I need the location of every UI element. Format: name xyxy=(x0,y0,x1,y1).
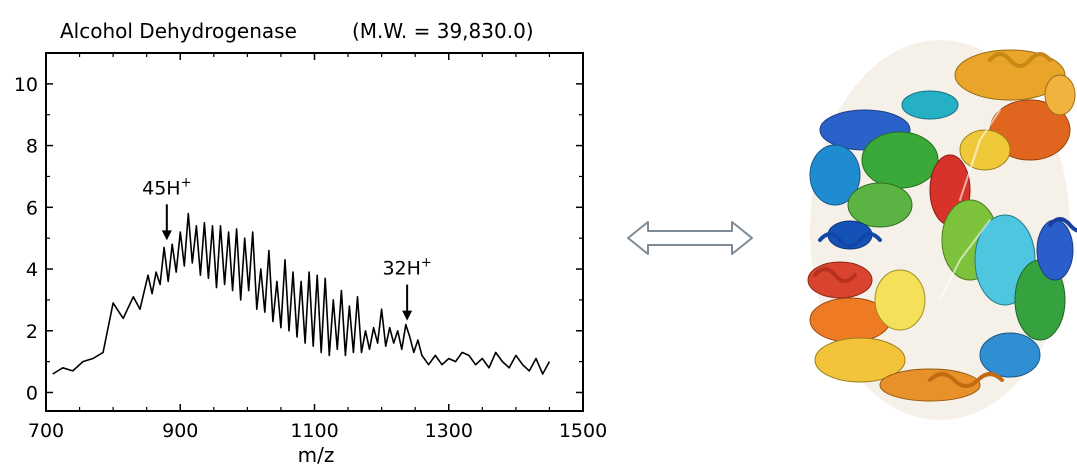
x-tick-label: 1500 xyxy=(559,420,607,442)
x-tick-label: 900 xyxy=(162,420,198,442)
spectrum-line xyxy=(52,212,551,375)
chart-title: Alcohol Dehydrogenase xyxy=(60,19,297,43)
annotations-group: 45H+32H+ xyxy=(142,175,432,321)
spectrum-chart: Alcohol Dehydrogenase (M.W. = 39,830.0) … xyxy=(14,19,607,467)
double-arrow-icon xyxy=(627,221,753,255)
annotation-label-superscript: + xyxy=(421,256,432,271)
annotation-label: 32H+ xyxy=(382,256,431,280)
annotation-label-text: 32H xyxy=(382,258,420,280)
y-axis: 0 2 4 6 8 10 xyxy=(14,74,583,404)
x-axis: 700 900 1100 1300 1500 xyxy=(28,53,607,442)
y-tick-label: 6 xyxy=(26,197,38,219)
y-tick-label: 8 xyxy=(26,136,38,158)
peak-annotation: 45H+ xyxy=(142,175,192,241)
y-tick-label: 2 xyxy=(26,321,38,343)
y-tick-label: 0 xyxy=(26,382,38,404)
annotation-label-text: 45H xyxy=(142,177,180,199)
x-axis-label: m/z xyxy=(298,443,335,467)
annotation-label-superscript: + xyxy=(181,175,192,190)
annotation-arrow-head xyxy=(402,310,413,321)
y-tick-label: 10 xyxy=(14,74,38,96)
x-tick-label: 1300 xyxy=(425,420,473,442)
x-tick-label: 1100 xyxy=(290,420,338,442)
peak-annotation: 32H+ xyxy=(382,256,432,321)
x-tick-label: 700 xyxy=(28,420,64,442)
annotation-arrow-head xyxy=(161,230,172,241)
series-group xyxy=(52,212,551,375)
y-tick-label: 4 xyxy=(26,259,38,281)
protein-ribbon-structure-icon xyxy=(807,40,1077,420)
chart-subtitle: (M.W. = 39,830.0) xyxy=(352,19,534,43)
annotation-label: 45H+ xyxy=(142,175,191,199)
plot-frame xyxy=(45,52,584,412)
